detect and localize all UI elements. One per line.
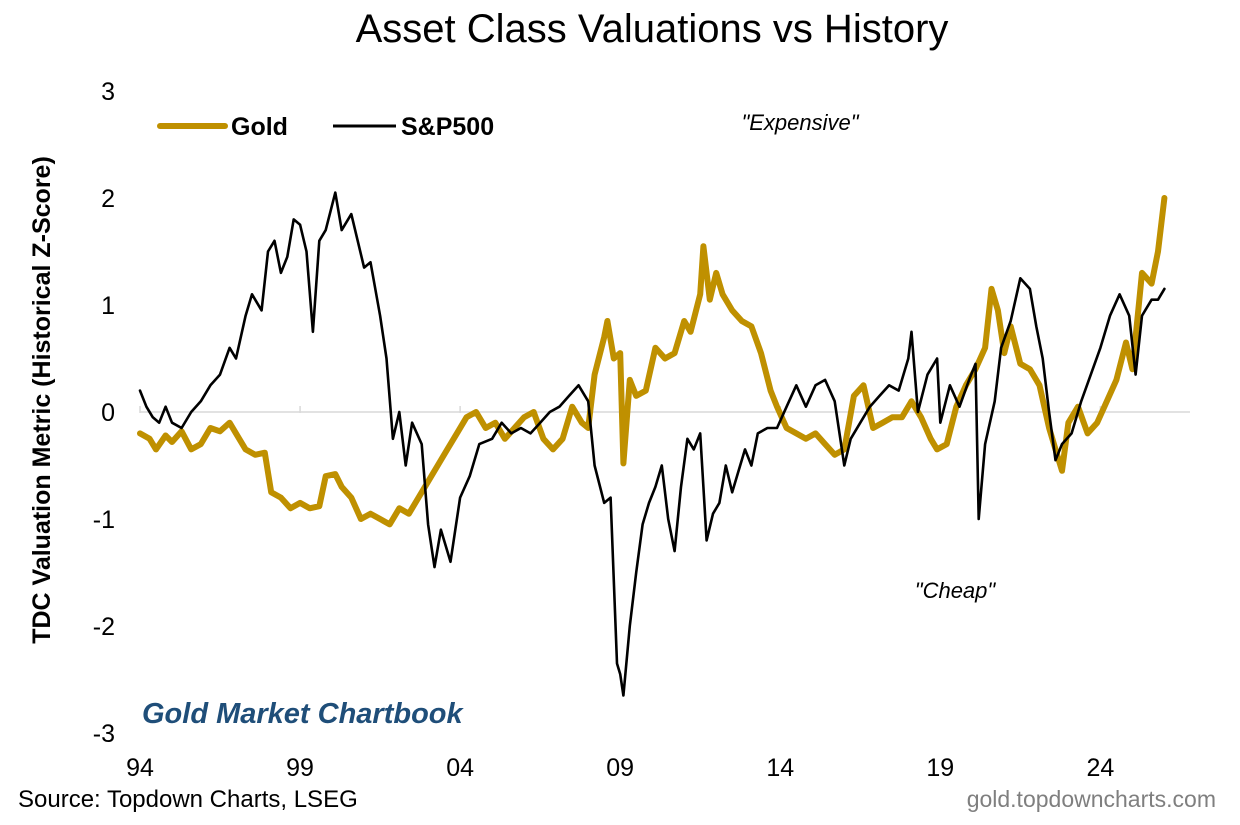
website-link[interactable]: gold.topdowncharts.com <box>967 786 1216 812</box>
x-tick-label: 24 <box>1086 754 1114 782</box>
series-layer <box>137 191 1168 697</box>
y-tick-label: -3 <box>93 720 115 748</box>
chartbook-branding: Gold Market Chartbook <box>142 698 465 730</box>
series-line-sp500 <box>138 191 1166 697</box>
legend-label-gold: Gold <box>231 113 288 141</box>
y-tick-label: -2 <box>93 613 115 641</box>
y-tick-label: 3 <box>101 78 115 106</box>
x-tick-label: 14 <box>766 754 794 782</box>
y-axis-ticks: 3 2 1 0 -1 -2 -3 <box>93 78 115 748</box>
source-note: Source: Topdown Charts, LSEG <box>18 786 358 813</box>
x-tick-label: 94 <box>126 754 154 782</box>
y-tick-label: 1 <box>101 292 115 320</box>
legend: Gold S&P500 <box>157 113 494 141</box>
x-axis-ticks: 94 99 04 09 14 19 24 <box>126 406 1114 782</box>
x-tick-label: 19 <box>926 754 954 782</box>
x-tick-label: 99 <box>286 754 314 782</box>
y-tick-label: -1 <box>93 506 115 534</box>
x-tick-label: 09 <box>606 754 634 782</box>
y-axis-label: TDC Valuation Metric (Historical Z-Score… <box>28 156 56 644</box>
annotation-cheap: "Cheap" <box>915 578 997 603</box>
annotation-expensive: "Expensive" <box>741 110 859 135</box>
x-tick-label: 04 <box>446 754 474 782</box>
legend-label-sp500: S&P500 <box>401 113 494 141</box>
chart-title: Asset Class Valuations vs History <box>356 7 949 51</box>
y-tick-label: 0 <box>101 399 115 427</box>
y-tick-label: 2 <box>101 185 115 213</box>
series-line-gold <box>137 195 1168 528</box>
